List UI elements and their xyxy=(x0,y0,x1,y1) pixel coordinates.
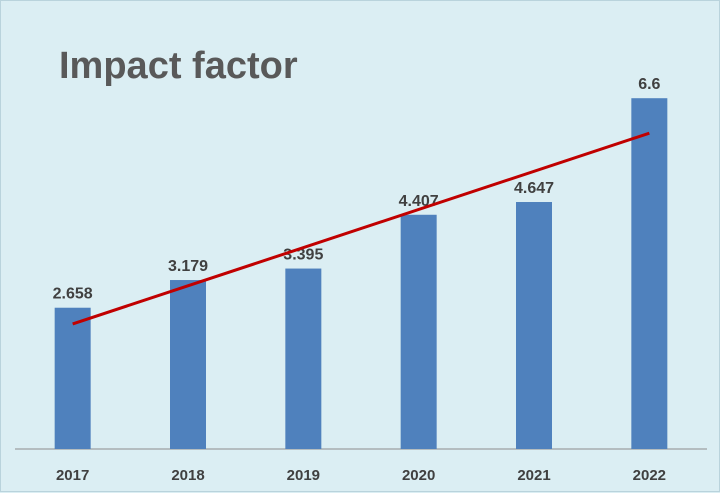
x-tick-label-2021: 2021 xyxy=(517,467,550,484)
x-tick-label-2019: 2019 xyxy=(287,467,320,484)
x-tick-label-2017: 2017 xyxy=(56,467,89,484)
bar-2022 xyxy=(631,98,668,450)
chart-title: Impact factor xyxy=(59,45,298,87)
data-label-2017: 2.658 xyxy=(53,286,93,303)
data-label-2021: 4.647 xyxy=(514,180,554,197)
bar-2021 xyxy=(516,202,552,449)
bar-2020 xyxy=(400,214,437,449)
x-tick-label-2022: 2022 xyxy=(633,467,666,484)
bar-2017 xyxy=(54,307,91,449)
x-tick-label-2020: 2020 xyxy=(402,467,435,484)
data-label-2018: 3.179 xyxy=(168,258,208,275)
data-label-2020: 4.407 xyxy=(399,193,439,210)
trend-line xyxy=(72,131,650,326)
data-label-2022: 6.6 xyxy=(638,76,660,93)
bar-2019 xyxy=(285,268,322,449)
x-tick-label-2018: 2018 xyxy=(171,467,204,484)
bar-2018 xyxy=(170,280,206,449)
